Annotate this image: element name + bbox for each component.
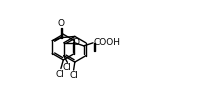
Text: Cl: Cl (63, 63, 72, 72)
Text: O: O (73, 38, 80, 47)
Text: COOH: COOH (94, 38, 121, 47)
Text: Cl: Cl (69, 71, 78, 80)
Text: O: O (58, 19, 65, 28)
Text: Cl: Cl (56, 70, 65, 79)
